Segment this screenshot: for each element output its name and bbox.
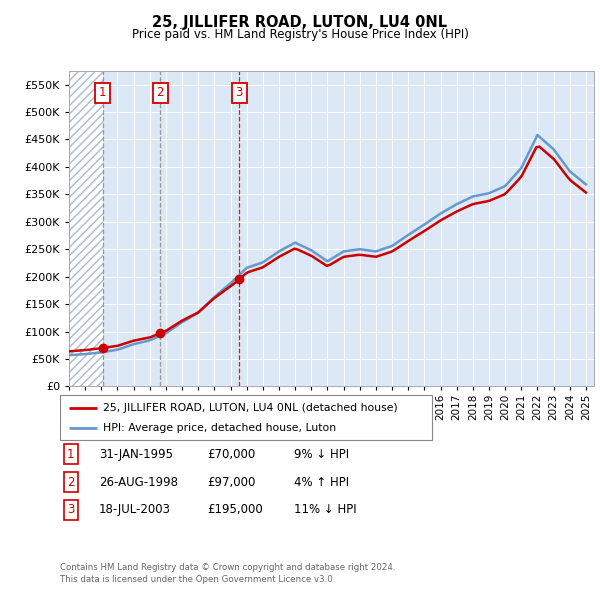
Text: 4% ↑ HPI: 4% ↑ HPI <box>294 476 349 489</box>
Text: 25, JILLIFER ROAD, LUTON, LU4 0NL: 25, JILLIFER ROAD, LUTON, LU4 0NL <box>152 15 448 30</box>
Text: 9% ↓ HPI: 9% ↓ HPI <box>294 448 349 461</box>
Text: 3: 3 <box>67 503 74 516</box>
Text: 25, JILLIFER ROAD, LUTON, LU4 0NL (detached house): 25, JILLIFER ROAD, LUTON, LU4 0NL (detac… <box>103 403 398 412</box>
FancyBboxPatch shape <box>60 395 432 440</box>
Text: £70,000: £70,000 <box>207 448 255 461</box>
Text: £97,000: £97,000 <box>207 476 256 489</box>
Text: 2: 2 <box>67 476 74 489</box>
Text: 18-JUL-2003: 18-JUL-2003 <box>99 503 171 516</box>
Text: 2: 2 <box>157 86 164 99</box>
Text: HPI: Average price, detached house, Luton: HPI: Average price, detached house, Luto… <box>103 424 336 434</box>
Text: Contains HM Land Registry data © Crown copyright and database right 2024.
This d: Contains HM Land Registry data © Crown c… <box>60 563 395 584</box>
Text: 31-JAN-1995: 31-JAN-1995 <box>99 448 173 461</box>
Text: 26-AUG-1998: 26-AUG-1998 <box>99 476 178 489</box>
Text: Price paid vs. HM Land Registry's House Price Index (HPI): Price paid vs. HM Land Registry's House … <box>131 28 469 41</box>
Bar <box>69 71 103 386</box>
Text: 1: 1 <box>67 448 74 461</box>
Text: £195,000: £195,000 <box>207 503 263 516</box>
Text: 3: 3 <box>236 86 243 99</box>
Text: 1: 1 <box>99 86 106 99</box>
Text: 11% ↓ HPI: 11% ↓ HPI <box>294 503 356 516</box>
